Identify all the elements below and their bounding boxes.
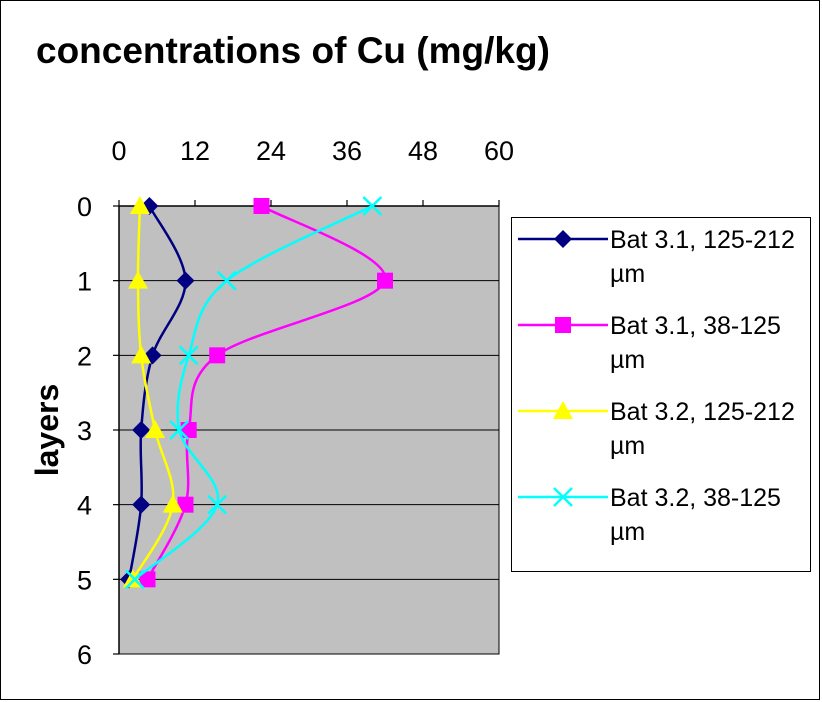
chart-title: concentrations of Cu (mg/kg) [36,30,550,71]
series-4 [124,196,383,590]
y-tick-label: 5 [77,565,92,595]
y-axis-title: layers [29,384,65,477]
data-point [145,420,166,438]
x-tick-label: 48 [408,136,438,166]
legend-label: Bat 3.1, 125-212 µm [610,226,795,288]
legend-label: Bat 3.2, 125-212 µm [610,398,795,460]
legend-label: Bat 3.2, 38-125 µm [610,484,781,546]
marker-stroke [553,487,573,507]
data-point [207,494,228,515]
y-tick-label: 2 [77,341,92,371]
data-point [253,198,270,214]
legend-key [518,401,608,419]
marker-stroke [124,569,145,590]
marker-stroke [178,345,199,366]
x-tick-label: 36 [332,136,362,166]
data-point [132,495,151,514]
legend-key-marker [553,401,573,419]
y-tick-label: 4 [77,491,92,521]
y-tick-label: 6 [77,640,92,670]
legend-key-marker [553,487,573,507]
legend-label: Bat 3.1, 38-125 µm [610,312,781,374]
data-point [128,270,148,289]
series-line [133,204,373,581]
data-point [176,271,195,290]
data-point [216,270,237,291]
marker-stroke [169,420,190,440]
legend-key [518,317,608,333]
y-tick-label: 3 [77,416,92,446]
marker-stroke [216,270,237,291]
y-tick-label: 1 [77,267,92,297]
x-tick-label: 24 [256,136,286,166]
legend-key-marker [554,230,572,248]
data-point [129,196,150,214]
marker-stroke [207,494,228,515]
data-point [124,569,145,590]
x-tick-label: 12 [180,136,210,166]
data-point [162,494,183,513]
legend: Bat 3.1, 125-212 µm Bat 3.1, 38-125 µm Bat… [511,217,811,572]
x-tick-label: 60 [484,136,514,166]
legend-item: Bat 3.2, 125-212 µm [512,390,810,476]
data-point [169,420,190,440]
data-point [209,347,226,364]
y-tick-label: 0 [77,192,92,222]
data-point [377,272,393,289]
legend-key [518,230,608,248]
x-tick-label: 0 [111,136,126,166]
legend-item: Bat 3.1, 38-125 µm [512,304,810,390]
marker-stroke [362,196,383,216]
legend-item: Bat 3.1, 125-212 µm [512,218,810,304]
data-point [131,345,152,364]
data-point [178,345,199,366]
legend-item: Bat 3.2, 38-125 µm [512,476,810,562]
legend-key-marker [555,317,571,333]
data-point [132,421,151,439]
legend-key [518,487,608,507]
data-point [177,496,194,513]
data-point [362,196,383,216]
data-point [139,571,156,588]
